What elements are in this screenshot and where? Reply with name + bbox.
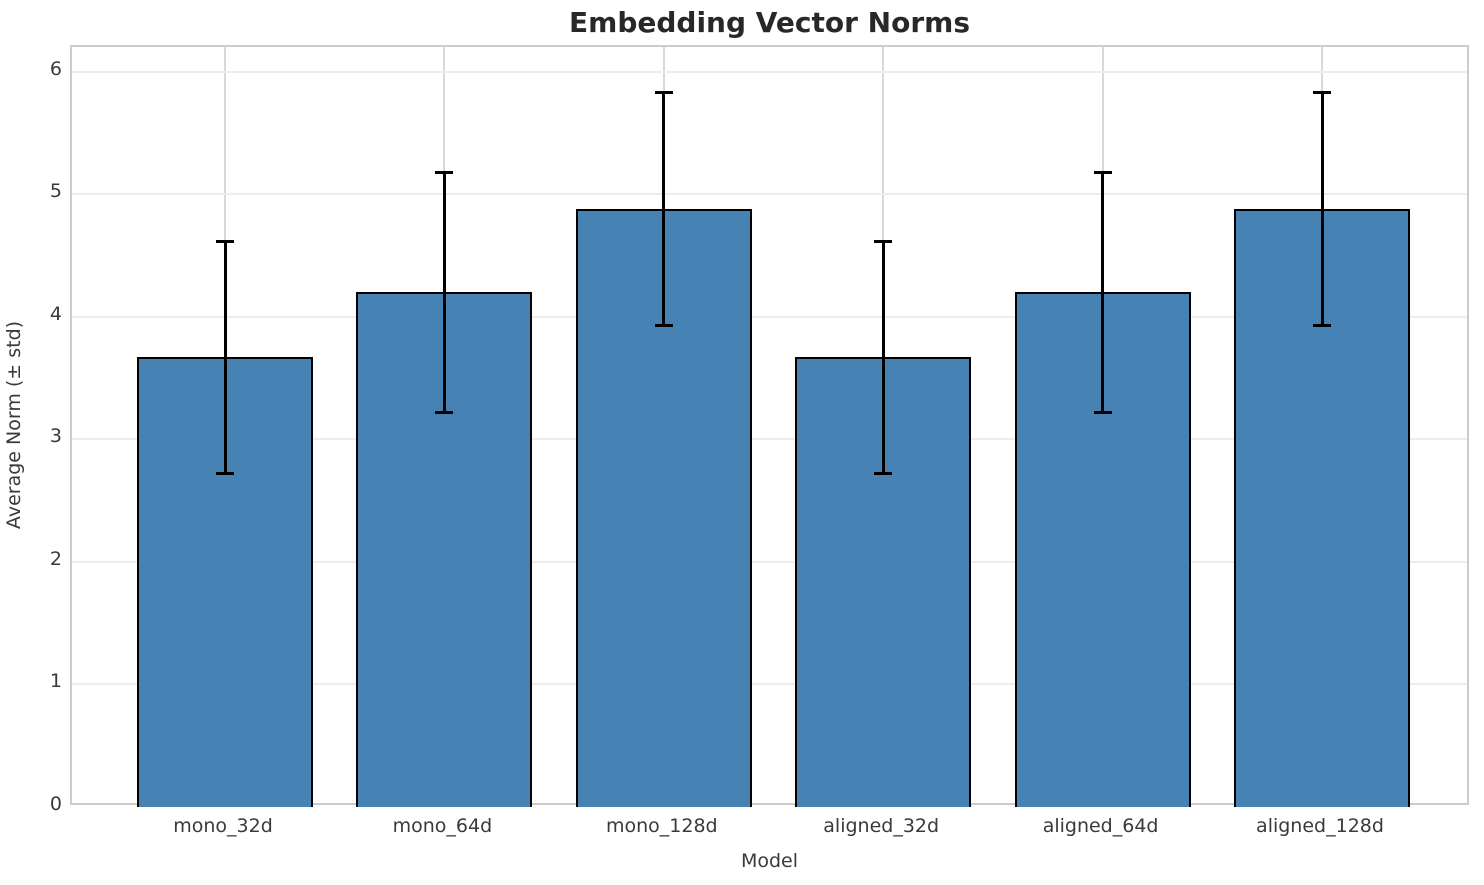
errorbar-cap-top-mono_64d <box>435 170 454 174</box>
y-tick-label-1: 1 <box>49 670 62 693</box>
gridline-horizontal-1 <box>72 683 1467 686</box>
y-tick-label-0: 0 <box>49 793 62 815</box>
x-tick-label-mono_64d: mono_64d <box>392 815 493 837</box>
y-tick-label-5: 5 <box>49 180 62 203</box>
chart-title: Embedding Vector Norms <box>569 6 970 39</box>
errorbar-cap-bottom-mono_32d <box>216 472 234 476</box>
errorbar-line-aligned_128d <box>1320 92 1324 326</box>
errorbar-cap-top-aligned_128d <box>1313 91 1331 95</box>
errorbar-line-aligned_64d <box>1101 172 1105 413</box>
y-tick-label-2: 2 <box>49 547 62 570</box>
gridline-horizontal-3 <box>72 438 1467 441</box>
x-tick-label-aligned_64d: aligned_64d <box>1042 815 1159 837</box>
y-tick-label-3: 3 <box>49 425 62 448</box>
x-tick-label-aligned_32d: aligned_32d <box>823 815 940 837</box>
plot-area <box>70 45 1469 807</box>
x-tick-label-mono_32d: mono_32d <box>173 815 273 837</box>
y-axis-label: Average Norm (± std) <box>3 320 25 530</box>
errorbar-cap-bottom-aligned_128d <box>1313 324 1331 328</box>
x-tick-label-aligned_128d: aligned_128d <box>1256 815 1384 837</box>
gridline-horizontal-4 <box>72 315 1467 318</box>
errorbar-cap-top-aligned_64d <box>1093 170 1112 174</box>
gridline-horizontal-6 <box>72 70 1467 73</box>
x-axis-label: Model <box>740 850 799 872</box>
errorbar-line-aligned_32d <box>881 241 885 474</box>
gridline-horizontal-5 <box>72 193 1467 196</box>
errorbar-line-mono_32d <box>223 241 227 474</box>
errorbar-line-mono_64d <box>442 172 446 413</box>
errorbar-cap-bottom-mono_64d <box>435 411 454 415</box>
y-tick-label-4: 4 <box>49 302 62 325</box>
errorbar-cap-top-aligned_32d <box>874 239 893 243</box>
y-tick-label-6: 6 <box>49 57 62 80</box>
x-tick-label-mono_128d: mono_128d <box>605 815 718 837</box>
errorbar-cap-bottom-mono_128d <box>654 324 673 328</box>
errorbar-cap-top-mono_128d <box>654 91 673 95</box>
gridline-horizontal-2 <box>72 560 1467 563</box>
errorbar-line-mono_128d <box>662 92 666 326</box>
errorbar-cap-top-mono_32d <box>216 239 234 243</box>
errorbar-cap-bottom-aligned_64d <box>1093 411 1112 415</box>
errorbar-cap-bottom-aligned_32d <box>874 472 893 476</box>
